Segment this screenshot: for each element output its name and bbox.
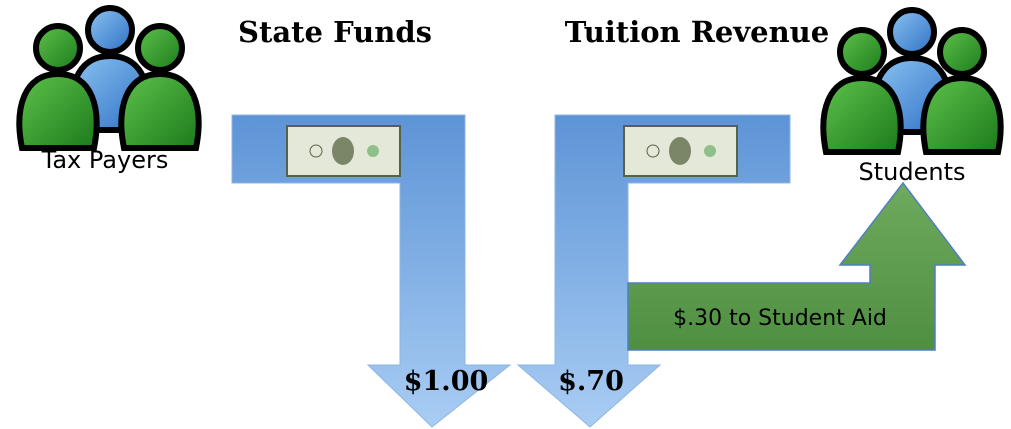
group-label: Students — [859, 158, 966, 186]
flow-title: State Funds — [238, 15, 432, 49]
flow-title: Tuition Revenue — [565, 15, 829, 49]
aid-arrow — [627, 181, 967, 351]
flow-amount: $.70 — [558, 366, 624, 397]
group-label: Tax Payers — [41, 146, 169, 174]
tax-payers-icon — [19, 8, 198, 148]
dollar-bill — [286, 125, 401, 177]
tuition-arrow — [516, 114, 791, 428]
state-funds-arrow — [231, 114, 512, 428]
students-icon — [823, 10, 1000, 152]
flow-amount: $1.00 — [404, 366, 489, 397]
dollar-bill — [623, 125, 738, 177]
aid-label: $.30 to Student Aid — [673, 306, 887, 331]
